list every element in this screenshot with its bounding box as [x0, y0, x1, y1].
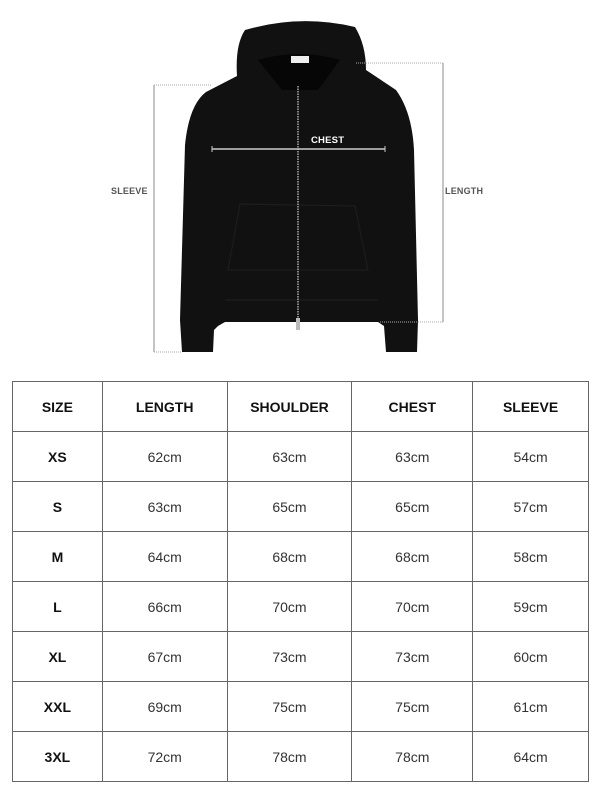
measurement-cell: 78cm — [351, 731, 474, 782]
measurement-cell: 61cm — [472, 681, 589, 732]
table-row: S 63cm 65cm 65cm 57cm — [12, 481, 589, 532]
measurement-cell: 62cm — [101, 431, 228, 482]
measurement-cell: 70cm — [351, 581, 474, 632]
measurement-cell: 60cm — [472, 631, 589, 682]
size-cell: XXL — [12, 681, 103, 732]
table-row: 3XL 72cm 78cm 78cm 64cm — [12, 731, 589, 782]
measurement-cell: 67cm — [101, 631, 228, 682]
measurement-cell: 65cm — [351, 481, 474, 532]
size-cell: L — [12, 581, 103, 632]
hoodie-measurement-diagram: CHEST SLEEVE LENGTH — [0, 0, 600, 370]
size-cell: XL — [12, 631, 103, 682]
measurement-cell: 72cm — [101, 731, 228, 782]
measurement-cell: 58cm — [472, 531, 589, 582]
size-cell: M — [12, 531, 103, 582]
header-shoulder: SHOULDER — [226, 381, 353, 432]
table-row: XS 62cm 63cm 63cm 54cm — [12, 431, 589, 482]
table-row: XL 67cm 73cm 73cm 60cm — [12, 631, 589, 682]
measurement-cell: 73cm — [226, 631, 353, 682]
chest-label: CHEST — [311, 135, 345, 146]
kangaroo-pocket — [227, 203, 369, 271]
size-chart-table: SIZE LENGTH SHOULDER CHEST SLEEVE XS 62cm… — [12, 381, 589, 782]
measurement-cell: 75cm — [351, 681, 474, 732]
size-cell: XS — [12, 431, 103, 482]
table-row: M 64cm 68cm 68cm 58cm — [12, 531, 589, 582]
measurement-cell: 63cm — [101, 481, 228, 532]
header-sleeve: SLEEVE — [472, 381, 589, 432]
measurement-cell: 65cm — [226, 481, 353, 532]
sleeve-label: SLEEVE — [111, 186, 148, 196]
brand-label — [291, 56, 309, 63]
length-label: LENGTH — [445, 186, 484, 196]
header-size: SIZE — [12, 381, 103, 432]
table-row: L 66cm 70cm 70cm 59cm — [12, 581, 589, 632]
measurement-cell: 69cm — [101, 681, 228, 732]
table-row: XXL 69cm 75cm 75cm 61cm — [12, 681, 589, 732]
hoodie-illustration — [153, 21, 444, 353]
size-cell: S — [12, 481, 103, 532]
measurement-cell: 73cm — [351, 631, 474, 682]
measurement-cell: 75cm — [226, 681, 353, 732]
measurement-cell: 66cm — [101, 581, 228, 632]
measurement-cell: 54cm — [472, 431, 589, 482]
table-header-row: SIZE LENGTH SHOULDER CHEST SLEEVE — [12, 381, 589, 432]
measurement-cell: 78cm — [226, 731, 353, 782]
measurement-cell: 70cm — [226, 581, 353, 632]
measurement-cell: 64cm — [101, 531, 228, 582]
measurement-cell: 68cm — [226, 531, 353, 582]
measurement-cell: 64cm — [472, 731, 589, 782]
measurement-cell: 59cm — [472, 581, 589, 632]
size-cell: 3XL — [12, 731, 103, 782]
measurement-cell: 63cm — [226, 431, 353, 482]
measurement-cell: 57cm — [472, 481, 589, 532]
measurement-cell: 68cm — [351, 531, 474, 582]
measurement-cell: 63cm — [351, 431, 474, 482]
hoodie-silhouette — [180, 21, 418, 352]
header-chest: CHEST — [351, 381, 474, 432]
zipper-pull — [296, 318, 300, 330]
header-length: LENGTH — [101, 381, 228, 432]
